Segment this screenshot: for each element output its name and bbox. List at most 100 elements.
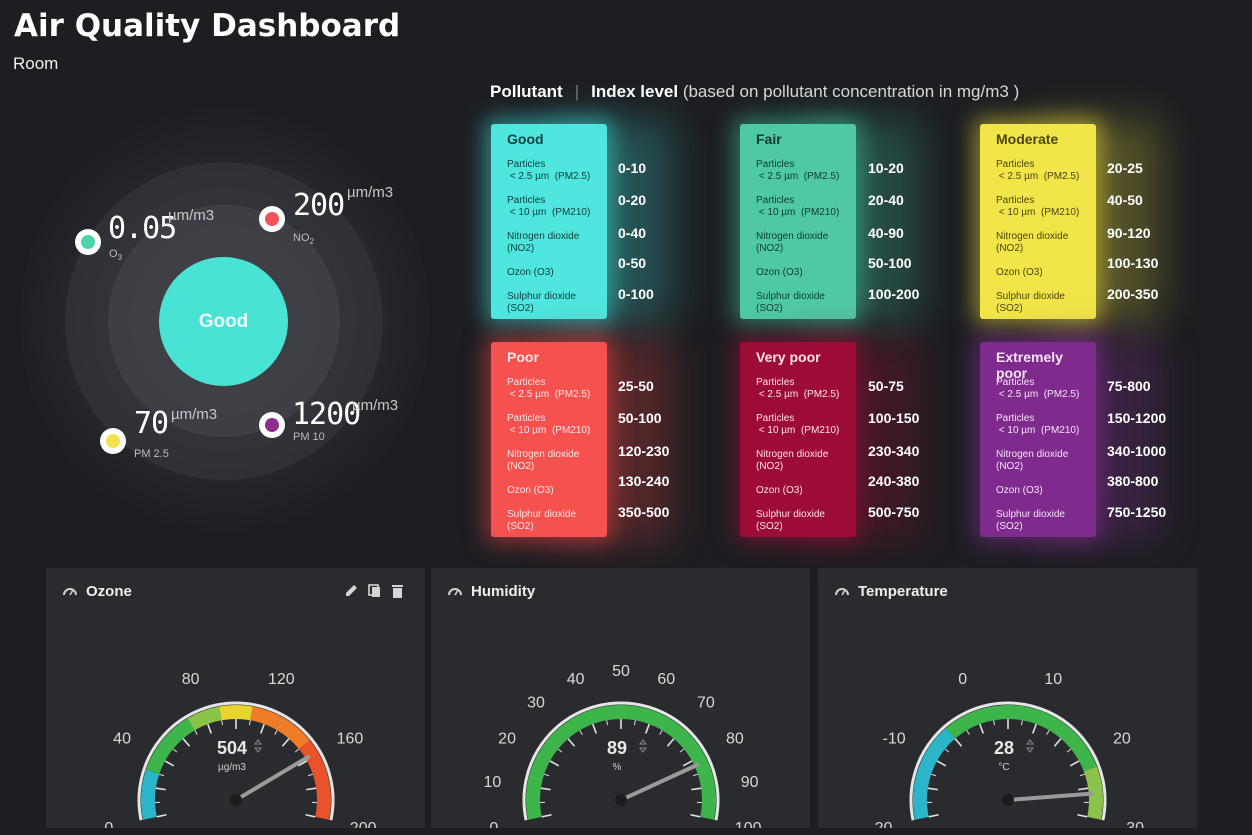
ozone-gauge-panel[interactable]: Ozone 0 40 80 120 160 200 504 µg/m3: [46, 568, 425, 828]
no2-reading: 200: [293, 188, 345, 223]
gauge-icon: [63, 588, 77, 596]
temperature-gauge-panel[interactable]: Temperature -20 -10 0 10 20 30 28 °C: [818, 568, 1197, 828]
gauge-tick: [294, 748, 300, 753]
temperature-value: 28: [994, 738, 1014, 758]
pm10-unit: µm/m3: [352, 397, 399, 414]
pollutant-label: Particles < 10 µm (PM210): [507, 413, 591, 436]
o3-marker[interactable]: [75, 229, 101, 255]
gauge-tick: [221, 720, 224, 726]
dashboard-title: Air Quality Dashboard: [14, 8, 401, 44]
gauge-tick-label: 160: [337, 730, 364, 747]
level-value: 50-100: [868, 255, 912, 271]
no2-unit: µm/m3: [347, 184, 394, 201]
pollutant-label: Particles < 2.5 µm (PM2.5): [756, 377, 840, 400]
level-card-fair: Fair Particles < 2.5 µm (PM2.5) Particles …: [740, 124, 856, 319]
level-value: 0-40: [618, 225, 647, 241]
o3-marker-dot: [81, 235, 95, 249]
gauge-band: [250, 706, 310, 750]
humidity-unit: %: [613, 762, 622, 773]
gauge-tick: [1079, 773, 1085, 777]
level-value: 240-380: [868, 473, 920, 489]
gauge-band: [187, 706, 222, 731]
level-card-poor: Poor Particles < 2.5 µm (PM2.5) Particles …: [491, 342, 607, 537]
o3-reading: 0.05: [108, 211, 177, 246]
gauge-tick: [931, 773, 937, 777]
gauge-band: [1083, 766, 1103, 820]
gauge-tick: [281, 738, 290, 747]
gauge-tick: [159, 773, 165, 777]
temperature-unit: °C: [998, 762, 1009, 773]
pollutant-label: Particles < 2.5 µm (PM2.5): [996, 377, 1080, 400]
gauge-tick: [182, 738, 191, 747]
pollutant-label: Ozon (O3): [996, 267, 1043, 278]
ozone-panel-title: Ozone: [86, 583, 132, 600]
gauge-tick: [936, 760, 947, 767]
gauge-tick: [307, 773, 313, 777]
gauge-tick-label: 30: [527, 695, 545, 712]
pollutant-label: Particles < 2.5 µm (PM2.5): [996, 159, 1080, 182]
value-stepper-icon: [1026, 739, 1034, 753]
gauge-tick: [928, 813, 939, 818]
gauge-tick: [248, 720, 251, 726]
pollutant-label: Sulphur dioxide (SO2): [507, 509, 576, 532]
pm25-marker-dot: [106, 434, 120, 448]
panel-toolbar: [346, 584, 403, 598]
delete-icon[interactable]: [392, 585, 403, 598]
gauge-tick-label: 0: [104, 820, 113, 828]
level-value: 10-20: [868, 160, 904, 176]
level-value: 100-130: [1107, 255, 1159, 271]
gauge-tick-label: 40: [113, 730, 131, 747]
gauge-tick-label: 30: [1126, 820, 1144, 828]
value-stepper-icon: [254, 739, 262, 753]
gauge-tick: [966, 730, 970, 735]
edit-icon[interactable]: [346, 585, 357, 596]
gauge-tick: [691, 787, 702, 791]
ozone-value: 504: [217, 738, 247, 758]
level-value: 350-500: [618, 504, 670, 520]
gauge-tick: [306, 787, 317, 791]
gauge-tick: [172, 748, 178, 753]
gauge-tick: [1053, 738, 1062, 747]
gauge-tick-label: 80: [182, 671, 200, 688]
gauge-tick-label: 200: [350, 820, 377, 828]
pm10-marker[interactable]: [259, 412, 285, 438]
gauge-tick: [666, 738, 675, 747]
air-status-core: Good: [159, 257, 288, 386]
level-value: 20-40: [868, 192, 904, 208]
gauge-tick-label: -10: [883, 730, 906, 747]
gauge-band: [219, 705, 253, 721]
gauge-tick: [1069, 760, 1080, 767]
duplicate-icon[interactable]: [368, 584, 380, 597]
level-value: 0-10: [618, 160, 647, 176]
gauge-tick: [549, 760, 560, 767]
temperature-gauge: -20 -10 0 10 20 30 28 °C: [869, 671, 1144, 828]
gauge-band: [145, 718, 195, 775]
gauge-band: [945, 705, 1097, 772]
pollutant-label: Ozon (O3): [756, 267, 803, 278]
gauge-needle-hub: [230, 794, 242, 806]
gauge-needle-hub: [1002, 794, 1014, 806]
humidity-panel-title: Humidity: [471, 583, 536, 600]
gauge-tick: [579, 730, 583, 735]
gauge-tick: [679, 748, 685, 753]
gauge-tick: [692, 773, 698, 777]
level-value: 40-90: [868, 225, 904, 241]
level-value: 150-1200: [1107, 410, 1167, 426]
level-name: Poor: [507, 349, 539, 365]
level-name: Very poor: [756, 349, 821, 365]
humidity-gauge-panel[interactable]: Humidity 0 10 20 30 40 50 60 70 80 90 100 89%: [431, 568, 810, 828]
gauge-tick-label: 60: [657, 671, 675, 688]
level-value: 100-200: [868, 286, 920, 302]
level-value: 130-240: [618, 473, 670, 489]
level-name: Moderate: [996, 131, 1059, 147]
level-value: 200-350: [1107, 286, 1159, 302]
level-value: 120-230: [618, 443, 670, 459]
gauge-tick: [682, 760, 693, 767]
pm25-marker[interactable]: [100, 428, 126, 454]
gauge-tick: [541, 813, 552, 818]
gauge-tick: [592, 723, 598, 734]
no2-marker[interactable]: [259, 206, 285, 232]
gauge-tick-label: 120: [268, 671, 295, 688]
gauge-tick: [155, 787, 166, 791]
gauge-tick: [1078, 787, 1089, 791]
